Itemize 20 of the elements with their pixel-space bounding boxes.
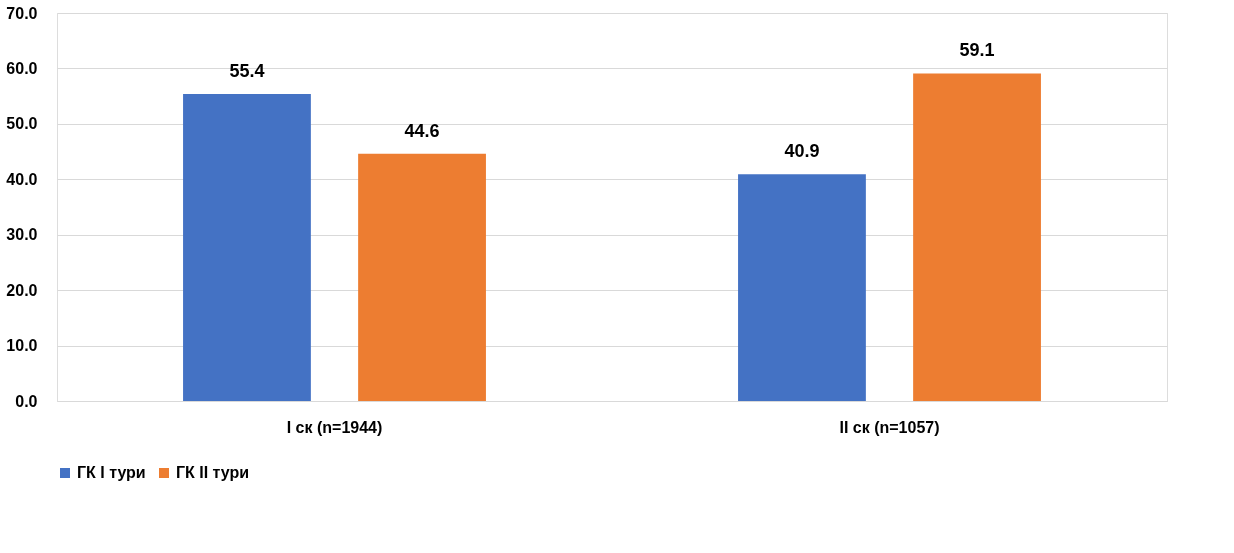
bar [183, 93, 311, 401]
y-tick-label: 0.0 [15, 392, 38, 410]
y-tick-label: 70.0 [6, 4, 38, 22]
x-tick-label: II ск (n=1057) [839, 418, 940, 436]
bar [913, 73, 1041, 401]
data-label: 55.4 [229, 60, 265, 81]
bar [358, 153, 486, 401]
y-tick-label: 60.0 [6, 59, 38, 77]
y-tick-label: 30.0 [6, 226, 38, 244]
y-tick-label: 10.0 [6, 337, 38, 355]
y-tick-label: 50.0 [6, 115, 38, 133]
y-tick-label: 40.0 [6, 170, 38, 188]
x-tick-label: I ск (n=1944) [286, 418, 383, 436]
data-label: 40.9 [784, 141, 820, 162]
y-tick-label: 20.0 [6, 281, 38, 299]
data-label: 59.1 [959, 40, 995, 61]
legend-label: ГК I тури [77, 464, 146, 481]
bar [738, 174, 866, 401]
legend-label: ГК II тури [176, 464, 250, 481]
data-label: 44.6 [404, 120, 440, 141]
